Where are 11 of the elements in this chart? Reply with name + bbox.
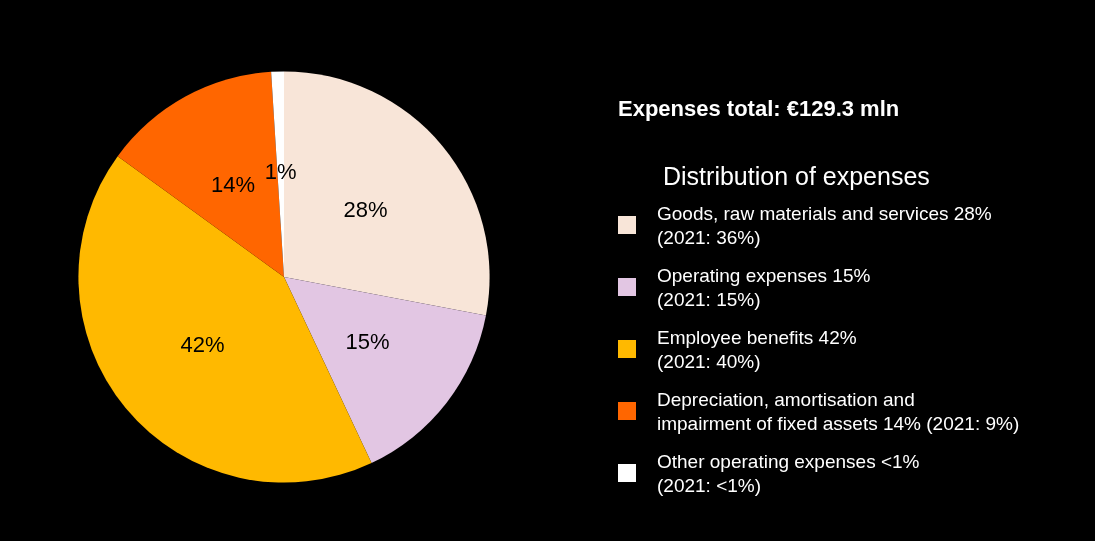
data-label: 28% <box>343 197 388 223</box>
legend-label: Other operating expenses <1% (2021: <1%) <box>657 450 920 496</box>
text: Expenses total: €129.3 mln <box>618 95 900 121</box>
legend-title: Distribution of expenses <box>663 161 930 190</box>
data-label: 14% <box>211 171 256 197</box>
legend-label: Operating expenses 15% (2021: 15%) <box>657 264 871 310</box>
legend-label: Goods, raw materials and services 28% (2021: 36%) <box>657 202 992 248</box>
data-label: 42% <box>180 331 225 357</box>
legend-label: Employee benefits 42% (2021: 40%) <box>657 326 857 372</box>
legend-label: Depreciation, amortisation and impairment of fixed assets 14% (2021: 9%) <box>657 388 1020 434</box>
data-label: 15% <box>345 329 390 355</box>
